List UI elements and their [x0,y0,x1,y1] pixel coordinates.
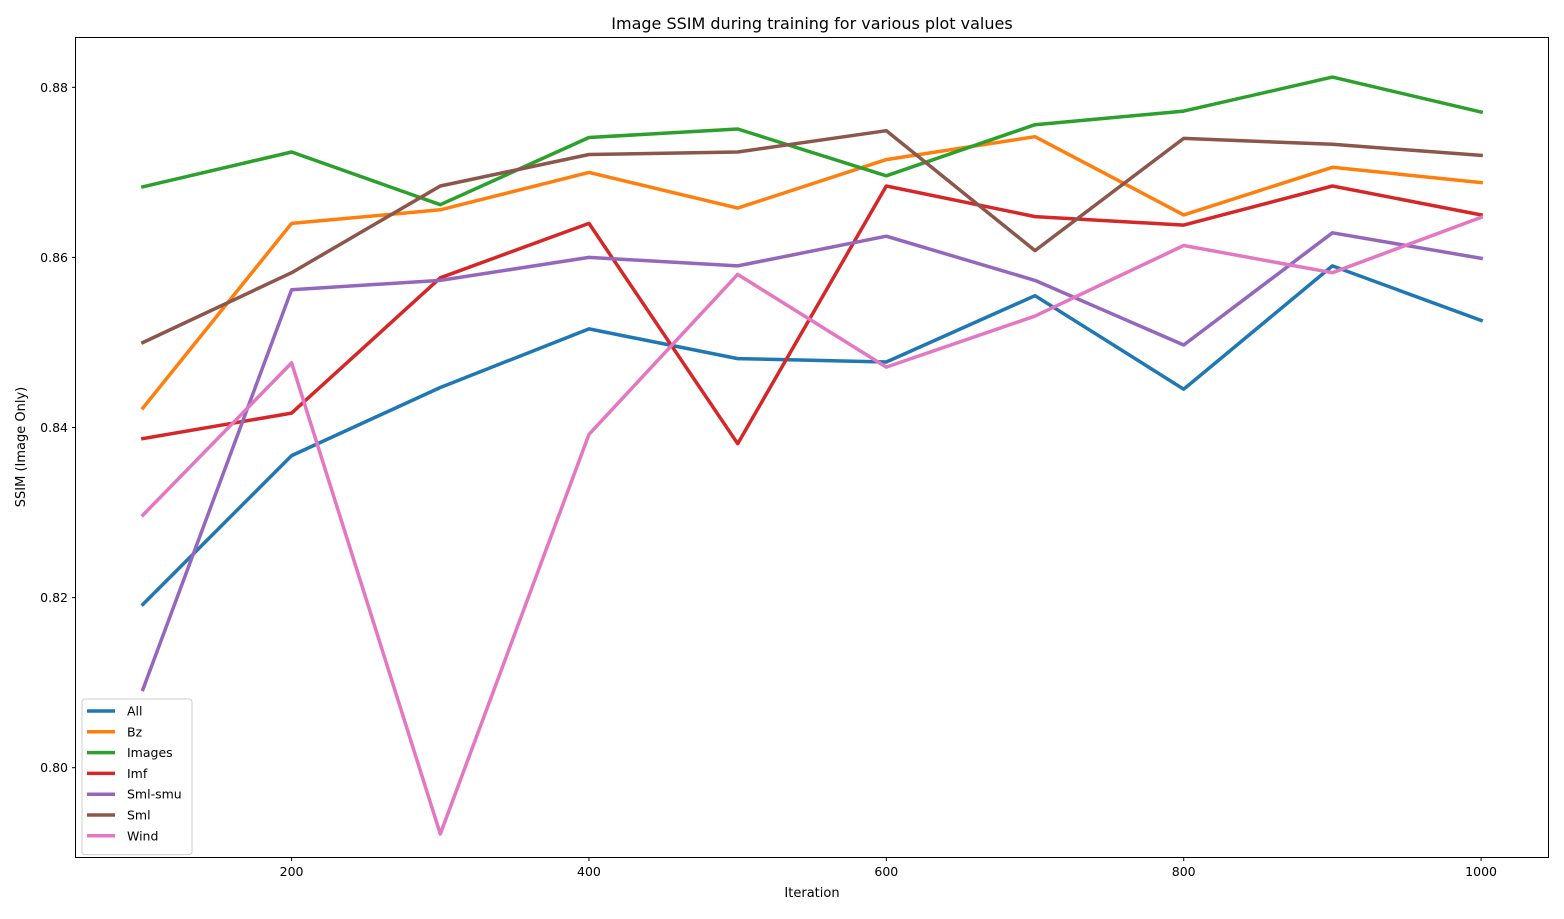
series-line-sml [140,128,1483,345]
plot-frame [75,37,1549,858]
y-tick-label: 0.88 [40,80,68,95]
legend: All Bz Images Imf Sml-smu Sml Wind [81,698,193,856]
legend-label-sml-smu: Sml-smu [127,787,182,802]
series-line-imf [140,184,1484,446]
chart-title: Image SSIM during training for various p… [611,14,1012,33]
series-line-sml-smu [140,231,1484,692]
series-line-wind [140,215,1484,836]
legend-label-bz: Bz [127,724,143,739]
legend-label-wind: Wind [127,828,158,843]
x-tick-label: 400 [577,864,601,879]
legend-label-all: All [127,704,143,719]
legend-label-images: Images [127,745,173,760]
y-tick-label: 0.82 [40,590,68,605]
y-tick-label: 0.80 [40,760,68,775]
legend-label-imf: Imf [127,766,148,781]
y-axis: 0.80 0.82 0.84 0.86 0.88 [40,80,76,775]
y-axis-label: SSIM (Image Only) [14,387,29,507]
x-axis-label: Iteration [784,886,839,901]
x-tick-label: 800 [1172,864,1196,879]
series-line-bz [140,134,1484,411]
series-line-all [140,264,1484,607]
series-line-images [140,75,1484,207]
x-tick-label: 200 [280,864,304,879]
legend-label-sml: Sml [127,808,151,823]
plot-area [140,75,1484,836]
y-tick-label: 0.86 [40,250,68,265]
x-axis: 200 400 600 800 1000 [280,857,1497,879]
y-tick-label: 0.84 [40,420,68,435]
x-tick-label: 600 [874,864,898,879]
x-tick-label: 1000 [1465,864,1497,879]
